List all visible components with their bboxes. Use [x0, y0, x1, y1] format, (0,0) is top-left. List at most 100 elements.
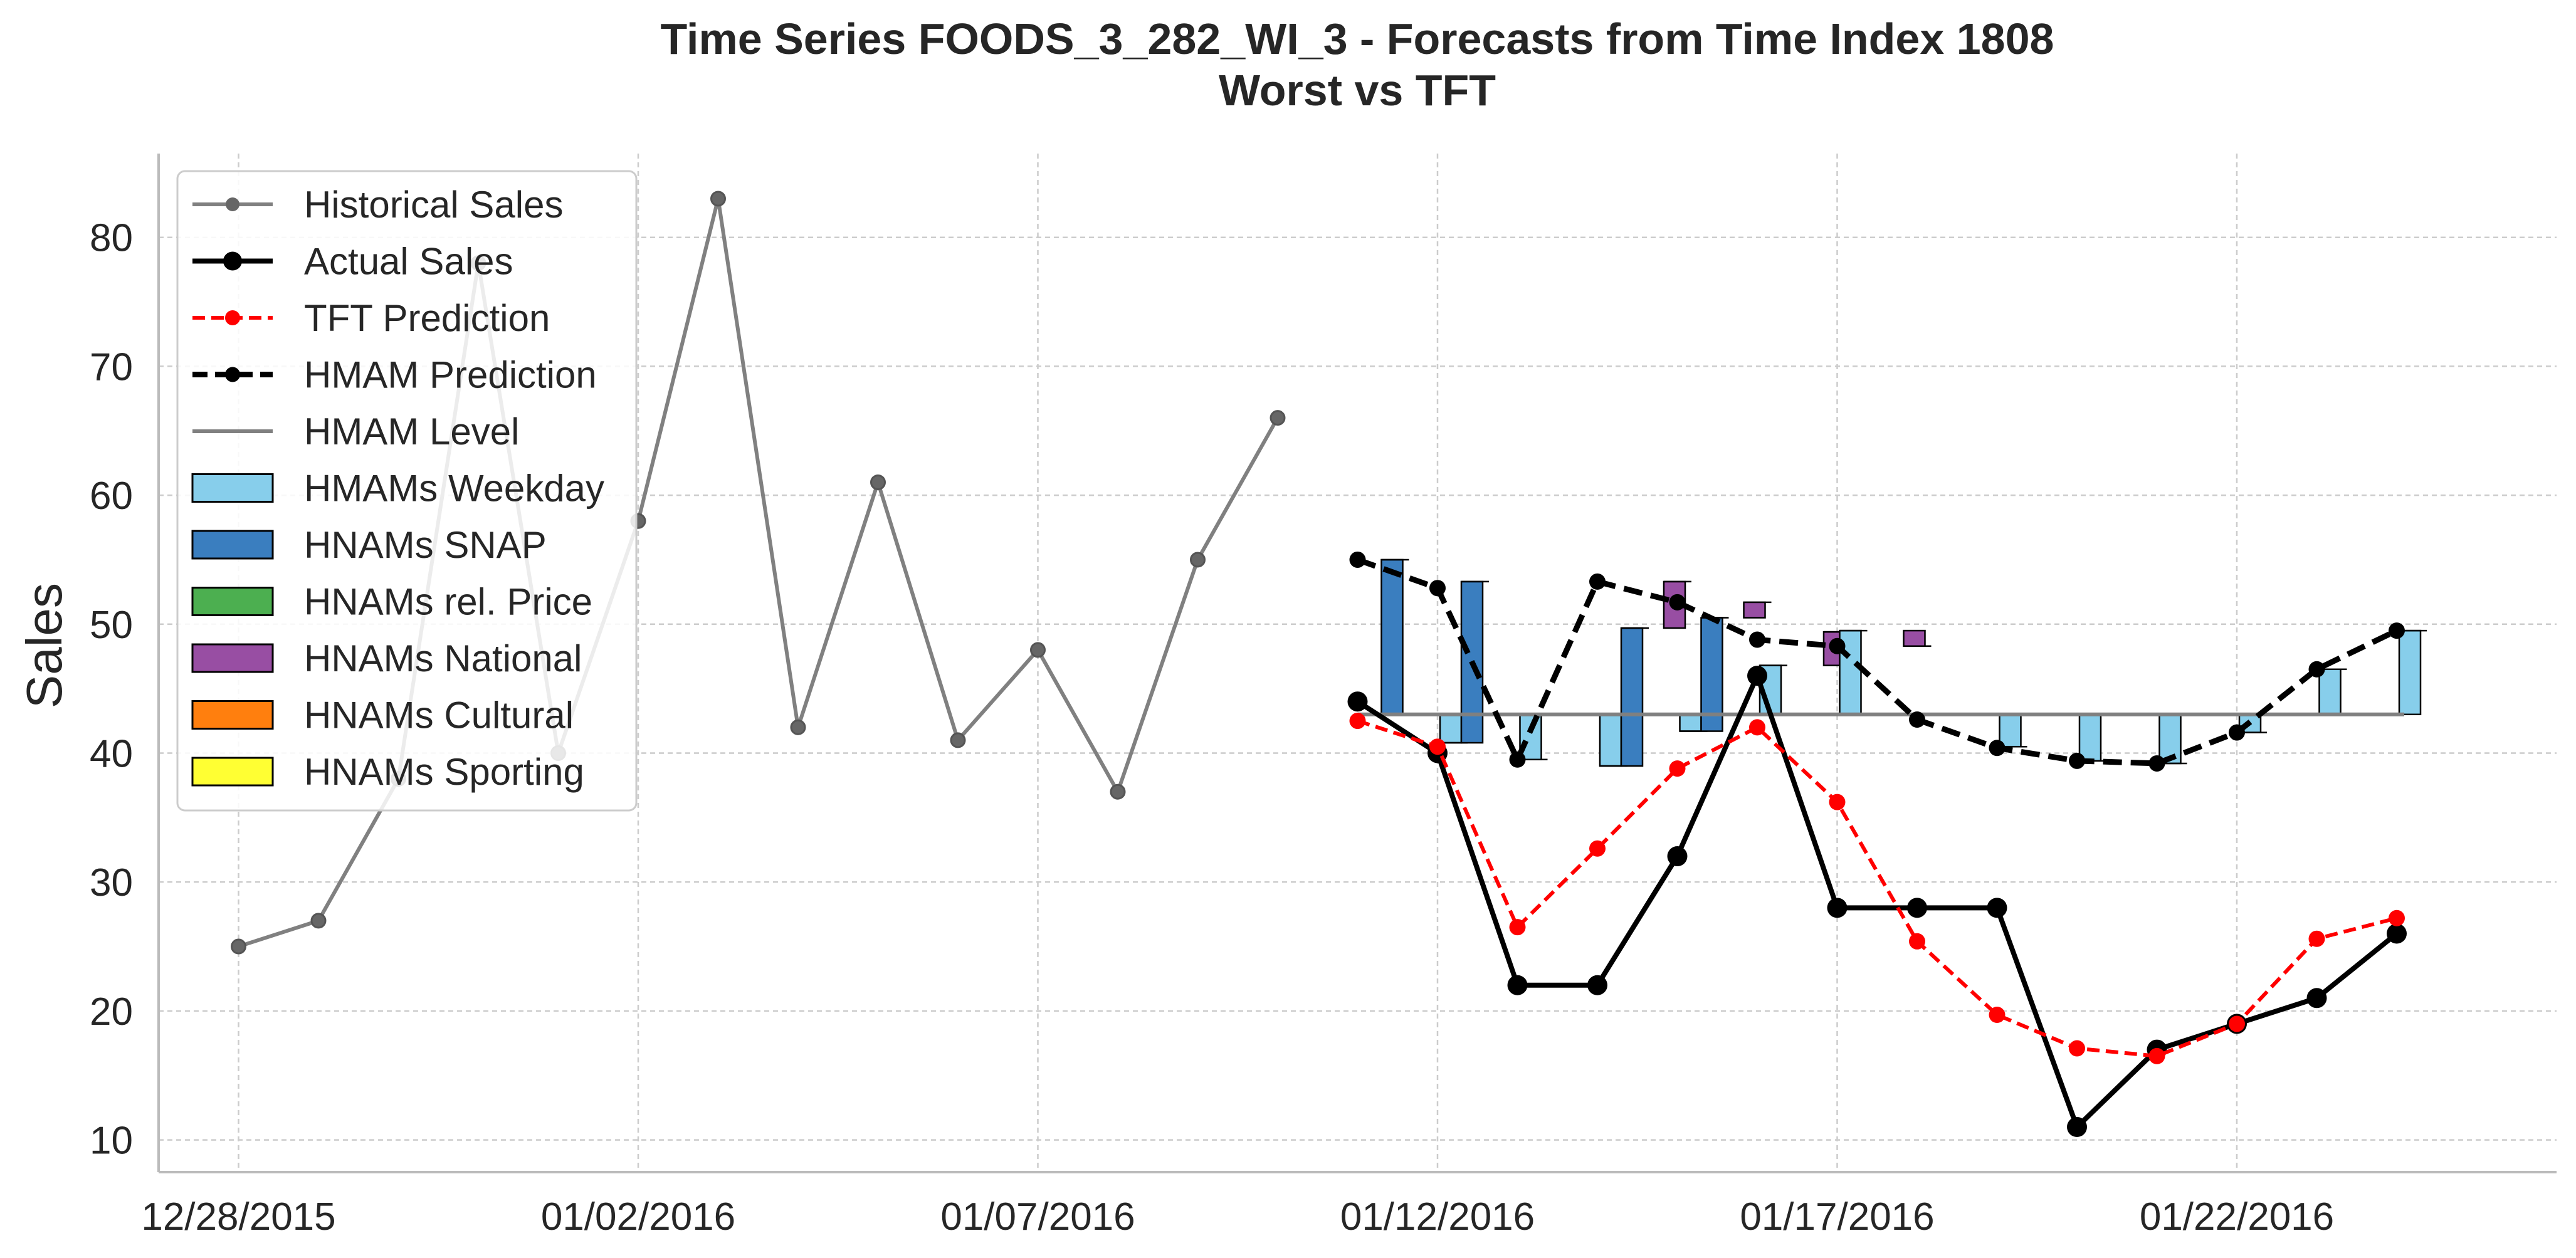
- hmam-prediction-point-0: [1349, 551, 1366, 568]
- bar-hnams-national-6: [1903, 629, 1926, 647]
- legend-marker-actual-sales: [223, 251, 242, 271]
- historical-sales-point-11: [1110, 784, 1126, 800]
- x-tick-label-0: 12/28/2015: [141, 1195, 335, 1239]
- y-tick-label-6: 70: [90, 345, 133, 389]
- legend-swatch-hnams-national: [191, 643, 274, 673]
- hmam-prediction-point-4: [1669, 594, 1686, 611]
- actual-sales-point-12: [2306, 988, 2327, 1009]
- bar-hnams-snap-0: [1380, 558, 1404, 716]
- legend-marker-hmam-prediction: [225, 367, 240, 382]
- historical-sales-point-13: [1270, 410, 1286, 426]
- y-tick-label-7: 80: [90, 217, 133, 260]
- legend-label-hnams-national: HNAMs National: [304, 637, 582, 679]
- historical-sales-point-9: [950, 732, 966, 748]
- series-lines: [231, 191, 2407, 1138]
- bar-hmams-weekday-13: [2398, 629, 2422, 716]
- tft-prediction-point-4: [1669, 760, 1686, 777]
- legend-swatch-hnams-cultural: [191, 700, 274, 730]
- bar-hmams-weekday-12: [2318, 668, 2342, 716]
- x-tick-label-3: 01/12/2016: [1340, 1195, 1535, 1239]
- tft-prediction-line: [1357, 719, 2397, 1058]
- actual-sales-point-0: [1347, 691, 1368, 712]
- x-tick-label-5: 01/22/2016: [2140, 1195, 2334, 1239]
- tft-prediction-point-2: [1509, 919, 1526, 936]
- legend-label-hmam-level: HMAM Level: [304, 411, 519, 453]
- x-tick-label-2: 01/07/2016: [940, 1195, 1135, 1239]
- tft-prediction-point-7: [1909, 933, 1925, 950]
- bar-hmams-weekday-8: [1999, 713, 2022, 748]
- hmam-prediction-point-11: [2229, 724, 2245, 741]
- actual-sales-point-9: [2067, 1117, 2087, 1138]
- component-bars: [1380, 558, 2427, 767]
- legend-label-hmam-prediction: HMAM Prediction: [304, 354, 597, 396]
- legend-swatch-hnams-snap: [191, 530, 274, 560]
- historical-sales-point-8: [870, 474, 886, 491]
- actual-sales-point-2: [1507, 975, 1528, 995]
- legend-swatch-hnams-sporting: [191, 757, 274, 787]
- y-tick-label-1: 20: [90, 990, 133, 1034]
- x-tick-label-1: 01/02/2016: [541, 1195, 735, 1239]
- hmam-prediction-point-6: [1829, 637, 1846, 654]
- legend: Historical Sales Actual Sales TFT Predicti…: [176, 170, 638, 812]
- y-tick-labels: 10 20 30 40 50 60 70 80: [90, 217, 133, 1163]
- hmam-prediction-point-13: [2389, 622, 2405, 639]
- legend-swatch-hmams-weekday: [191, 473, 274, 503]
- historical-sales-point-1: [310, 913, 327, 929]
- hmam-prediction-point-7: [1909, 711, 1925, 728]
- legend-label-hnams-rel-price: HNAMs rel. Price: [304, 581, 592, 623]
- y-tick-label-2: 30: [90, 861, 133, 904]
- legend-label-hnams-cultural: HNAMs Cultural: [304, 695, 574, 736]
- x-tick-labels: 12/28/2015 01/02/2016 01/07/2016 01/12/2016…: [141, 1195, 2334, 1239]
- chart-title-group: Time Series FOODS_3_282_WI_3 - Forecasts…: [661, 14, 2054, 115]
- actual-sales-point-13: [2387, 923, 2407, 944]
- bar-hnams-snap-3: [1620, 627, 1644, 767]
- actual-sales-point-7: [1907, 898, 1927, 918]
- chart-subtitle: Worst vs TFT: [1219, 66, 1496, 115]
- tft-prediction-point-5: [1749, 719, 1765, 736]
- tft-prediction-point-11: [2229, 1015, 2245, 1032]
- legend-box: [176, 170, 638, 812]
- tft-prediction-point-8: [1989, 1007, 2006, 1024]
- legend-label-hnams-snap: HNAMs SNAP: [304, 524, 547, 566]
- actual-sales-point-8: [1987, 898, 2007, 918]
- legend-label-actual-sales: Actual Sales: [304, 241, 513, 283]
- bar-hmams-weekday-1: [1439, 713, 1463, 744]
- hmam-prediction-point-9: [2069, 752, 2085, 769]
- actual-sales-point-6: [1827, 898, 1848, 918]
- legend-label-hnams-sporting: HNAMs Sporting: [304, 751, 584, 793]
- chart-title: Time Series FOODS_3_282_WI_3 - Forecasts…: [661, 14, 2054, 63]
- hmam-prediction-point-5: [1749, 631, 1765, 648]
- tft-prediction-point-10: [2148, 1047, 2165, 1064]
- tft-prediction-point-12: [2308, 930, 2325, 947]
- tft-prediction-point-6: [1829, 794, 1846, 810]
- tft-prediction-point-3: [1589, 840, 1606, 857]
- bar-hmams-weekday-4: [1679, 713, 1702, 732]
- legend-label-historical-sales: Historical Sales: [304, 184, 563, 226]
- legend-swatch-hnams-rel-price: [191, 587, 274, 616]
- x-tick-label-4: 01/17/2016: [1740, 1195, 1934, 1239]
- tft-prediction-point-9: [2069, 1040, 2085, 1057]
- legend-label-hmams-weekday: HMAMs Weekday: [304, 468, 604, 510]
- axes: [157, 154, 2557, 1173]
- y-axis-label: Sales: [16, 583, 72, 708]
- historical-sales-point-7: [790, 719, 806, 735]
- actual-sales-point-4: [1667, 846, 1688, 867]
- legend-marker-historical-sales: [226, 197, 239, 211]
- hmam-prediction-point-3: [1589, 573, 1606, 590]
- historical-sales-point-10: [1030, 642, 1046, 658]
- hmam-prediction-point-12: [2308, 661, 2325, 678]
- y-tick-label-4: 50: [90, 604, 133, 647]
- hmam-prediction-point-1: [1429, 580, 1446, 597]
- hmam-prediction-point-8: [1989, 740, 2006, 757]
- historical-sales-point-12: [1190, 552, 1206, 568]
- y-tick-label-3: 40: [90, 732, 133, 775]
- y-tick-label-5: 60: [90, 474, 133, 518]
- legend-marker-tft-prediction: [225, 310, 240, 325]
- bar-hmams-weekday-9: [2078, 713, 2102, 762]
- hmam-prediction-point-2: [1509, 751, 1526, 768]
- historical-sales-point-6: [710, 191, 726, 207]
- historical-sales-point-0: [231, 938, 246, 955]
- y-tick-label-0: 10: [90, 1119, 133, 1163]
- bar-hmams-weekday-3: [1599, 713, 1622, 767]
